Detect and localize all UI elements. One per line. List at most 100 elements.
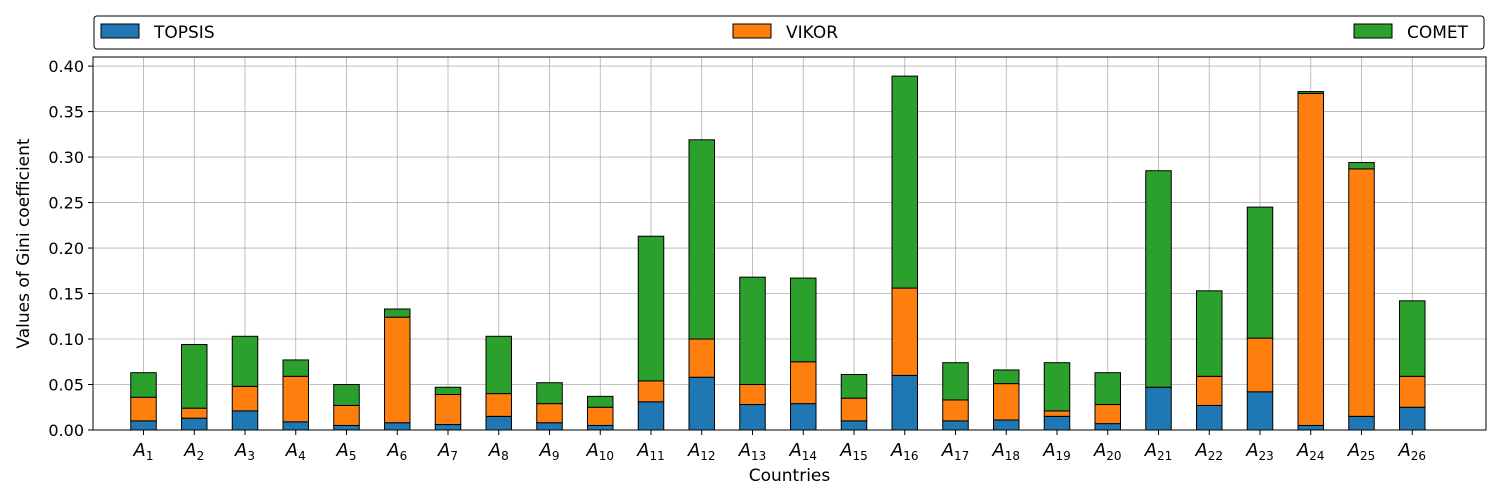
y-tick-label: 0.00 [48,421,84,440]
bar-topsis-a25 [1348,415,1375,431]
y-tick-label: 0.05 [48,376,84,395]
bar-comet-a8 [485,335,512,395]
bar-comet-a21 [1145,170,1172,388]
bar-comet-a1 [130,372,157,398]
bar-vikor-a12 [688,338,715,378]
bar-topsis-a15 [840,420,868,431]
bar-vikor-a23 [1246,337,1274,393]
bar-comet-a18 [993,369,1020,385]
x-tick-label: A26 [1397,440,1426,463]
bar-comet-a3 [231,335,259,387]
bar-topsis-a2 [181,417,208,431]
bar-topsis-a12 [688,376,715,431]
bar-vikor-a13 [739,384,766,406]
plot-area-frame [92,56,1487,431]
x-tick-label: A15 [839,440,868,463]
x-tick-label: A4 [285,440,306,463]
y-tick-label: 0.15 [48,285,84,304]
x-tick-label: A3 [234,440,255,463]
y-tick-label: 0.20 [48,239,84,258]
bar-comet-a19 [1043,362,1071,412]
bar-vikor-a3 [231,385,259,412]
bar-comet-a2 [181,343,208,409]
x-axis-ticks: A1 A2 A3 A4 A5 A6 A7 A8 A9 A10 A11 A12 A13 A14 A15 A16 A… [133,430,1426,463]
bar-topsis-a24 [1297,424,1324,431]
legend-swatch-topsis [100,23,140,39]
bar-comet-a26 [1399,300,1426,377]
bar-topsis-a13 [739,404,766,431]
bar-comet-a22 [1196,290,1223,377]
bar-topsis-a14 [790,403,817,431]
x-tick-label: A22 [1194,440,1223,463]
y-tick-label: 0.30 [48,148,84,167]
y-tick-label: 0.40 [48,57,84,76]
x-tick-label: A21 [1144,440,1173,463]
bar-comet-a10 [587,395,614,408]
bar-comet-a24 [1297,91,1324,94]
x-tick-label: A6 [386,440,407,463]
x-tick-label: A11 [636,440,665,463]
bar-topsis-a1 [130,420,157,431]
bar-comet-a14 [790,277,817,363]
bar-vikor-a18 [993,383,1020,421]
y-axis-ticks: 0.00 0.05 0.10 0.15 0.20 0.25 0.30 0.35 0.40 [48,57,93,440]
bar-vikor-a2 [181,407,208,419]
legend-swatch-vikor [732,23,772,39]
bar-topsis-a18 [993,419,1020,431]
x-tick-label: A16 [890,440,919,463]
bar-vikor-a14 [790,361,817,405]
bar-vikor-a9 [536,403,563,424]
legend: TOPSIS VIKOR COMET [93,15,1485,50]
y-axis-label: Values of Gini coefficient [14,138,34,348]
bar-vikor-a15 [840,397,868,422]
bar-topsis-a5 [333,424,360,431]
bar-topsis-a7 [434,424,462,431]
x-tick-label: A18 [991,440,1020,463]
bar-vikor-a5 [333,404,360,426]
bar-vikor-a10 [587,406,614,426]
legend-label-vikor: VIKOR [786,23,838,43]
x-tick-label: A10 [585,440,614,463]
bar-topsis-a19 [1043,415,1071,431]
bar-topsis-a10 [587,424,614,431]
legend-frame [93,15,1485,50]
bar-vikor-a11 [637,380,665,403]
bar-comet-a25 [1348,162,1375,170]
y-tick-label: 0.35 [48,103,84,122]
bar-topsis-a17 [942,420,969,431]
x-tick-label: A8 [488,440,509,463]
x-tick-label: A13 [738,440,767,463]
legend-label-comet: COMET [1407,23,1469,43]
bar-vikor-a1 [130,396,157,422]
bar-vikor-a19 [1043,410,1071,417]
x-tick-label: A12 [687,440,716,463]
bar-comet-a5 [333,384,360,406]
x-tick-label: A19 [1042,440,1071,463]
bar-topsis-a16 [891,374,918,431]
x-tick-label: A17 [941,440,970,463]
x-tick-label: A24 [1296,440,1325,463]
bar-topsis-a8 [485,415,512,431]
x-tick-label: A14 [788,440,817,463]
bar-topsis-a26 [1399,406,1426,431]
bar-vikor-a22 [1196,375,1223,406]
y-tick-label: 0.25 [48,194,84,213]
legend-swatch-comet [1353,23,1393,39]
bar-comet-a11 [637,235,665,382]
x-tick-label: A23 [1245,440,1274,463]
bar-topsis-a3 [231,410,259,431]
bar-topsis-a11 [637,401,665,431]
bar-comet-a12 [688,139,715,340]
bar-comet-a9 [536,382,563,405]
bar-comet-a20 [1094,372,1121,406]
bar-vikor-a24 [1297,92,1324,426]
bar-vikor-a6 [384,316,411,424]
bar-comet-a15 [840,374,868,399]
y-tick-label: 0.10 [48,330,84,349]
bar-comet-a13 [739,276,766,386]
x-tick-label: A5 [336,440,357,463]
bars [130,75,1426,431]
x-tick-label: A9 [539,440,560,463]
x-tick-label: A20 [1093,440,1122,463]
